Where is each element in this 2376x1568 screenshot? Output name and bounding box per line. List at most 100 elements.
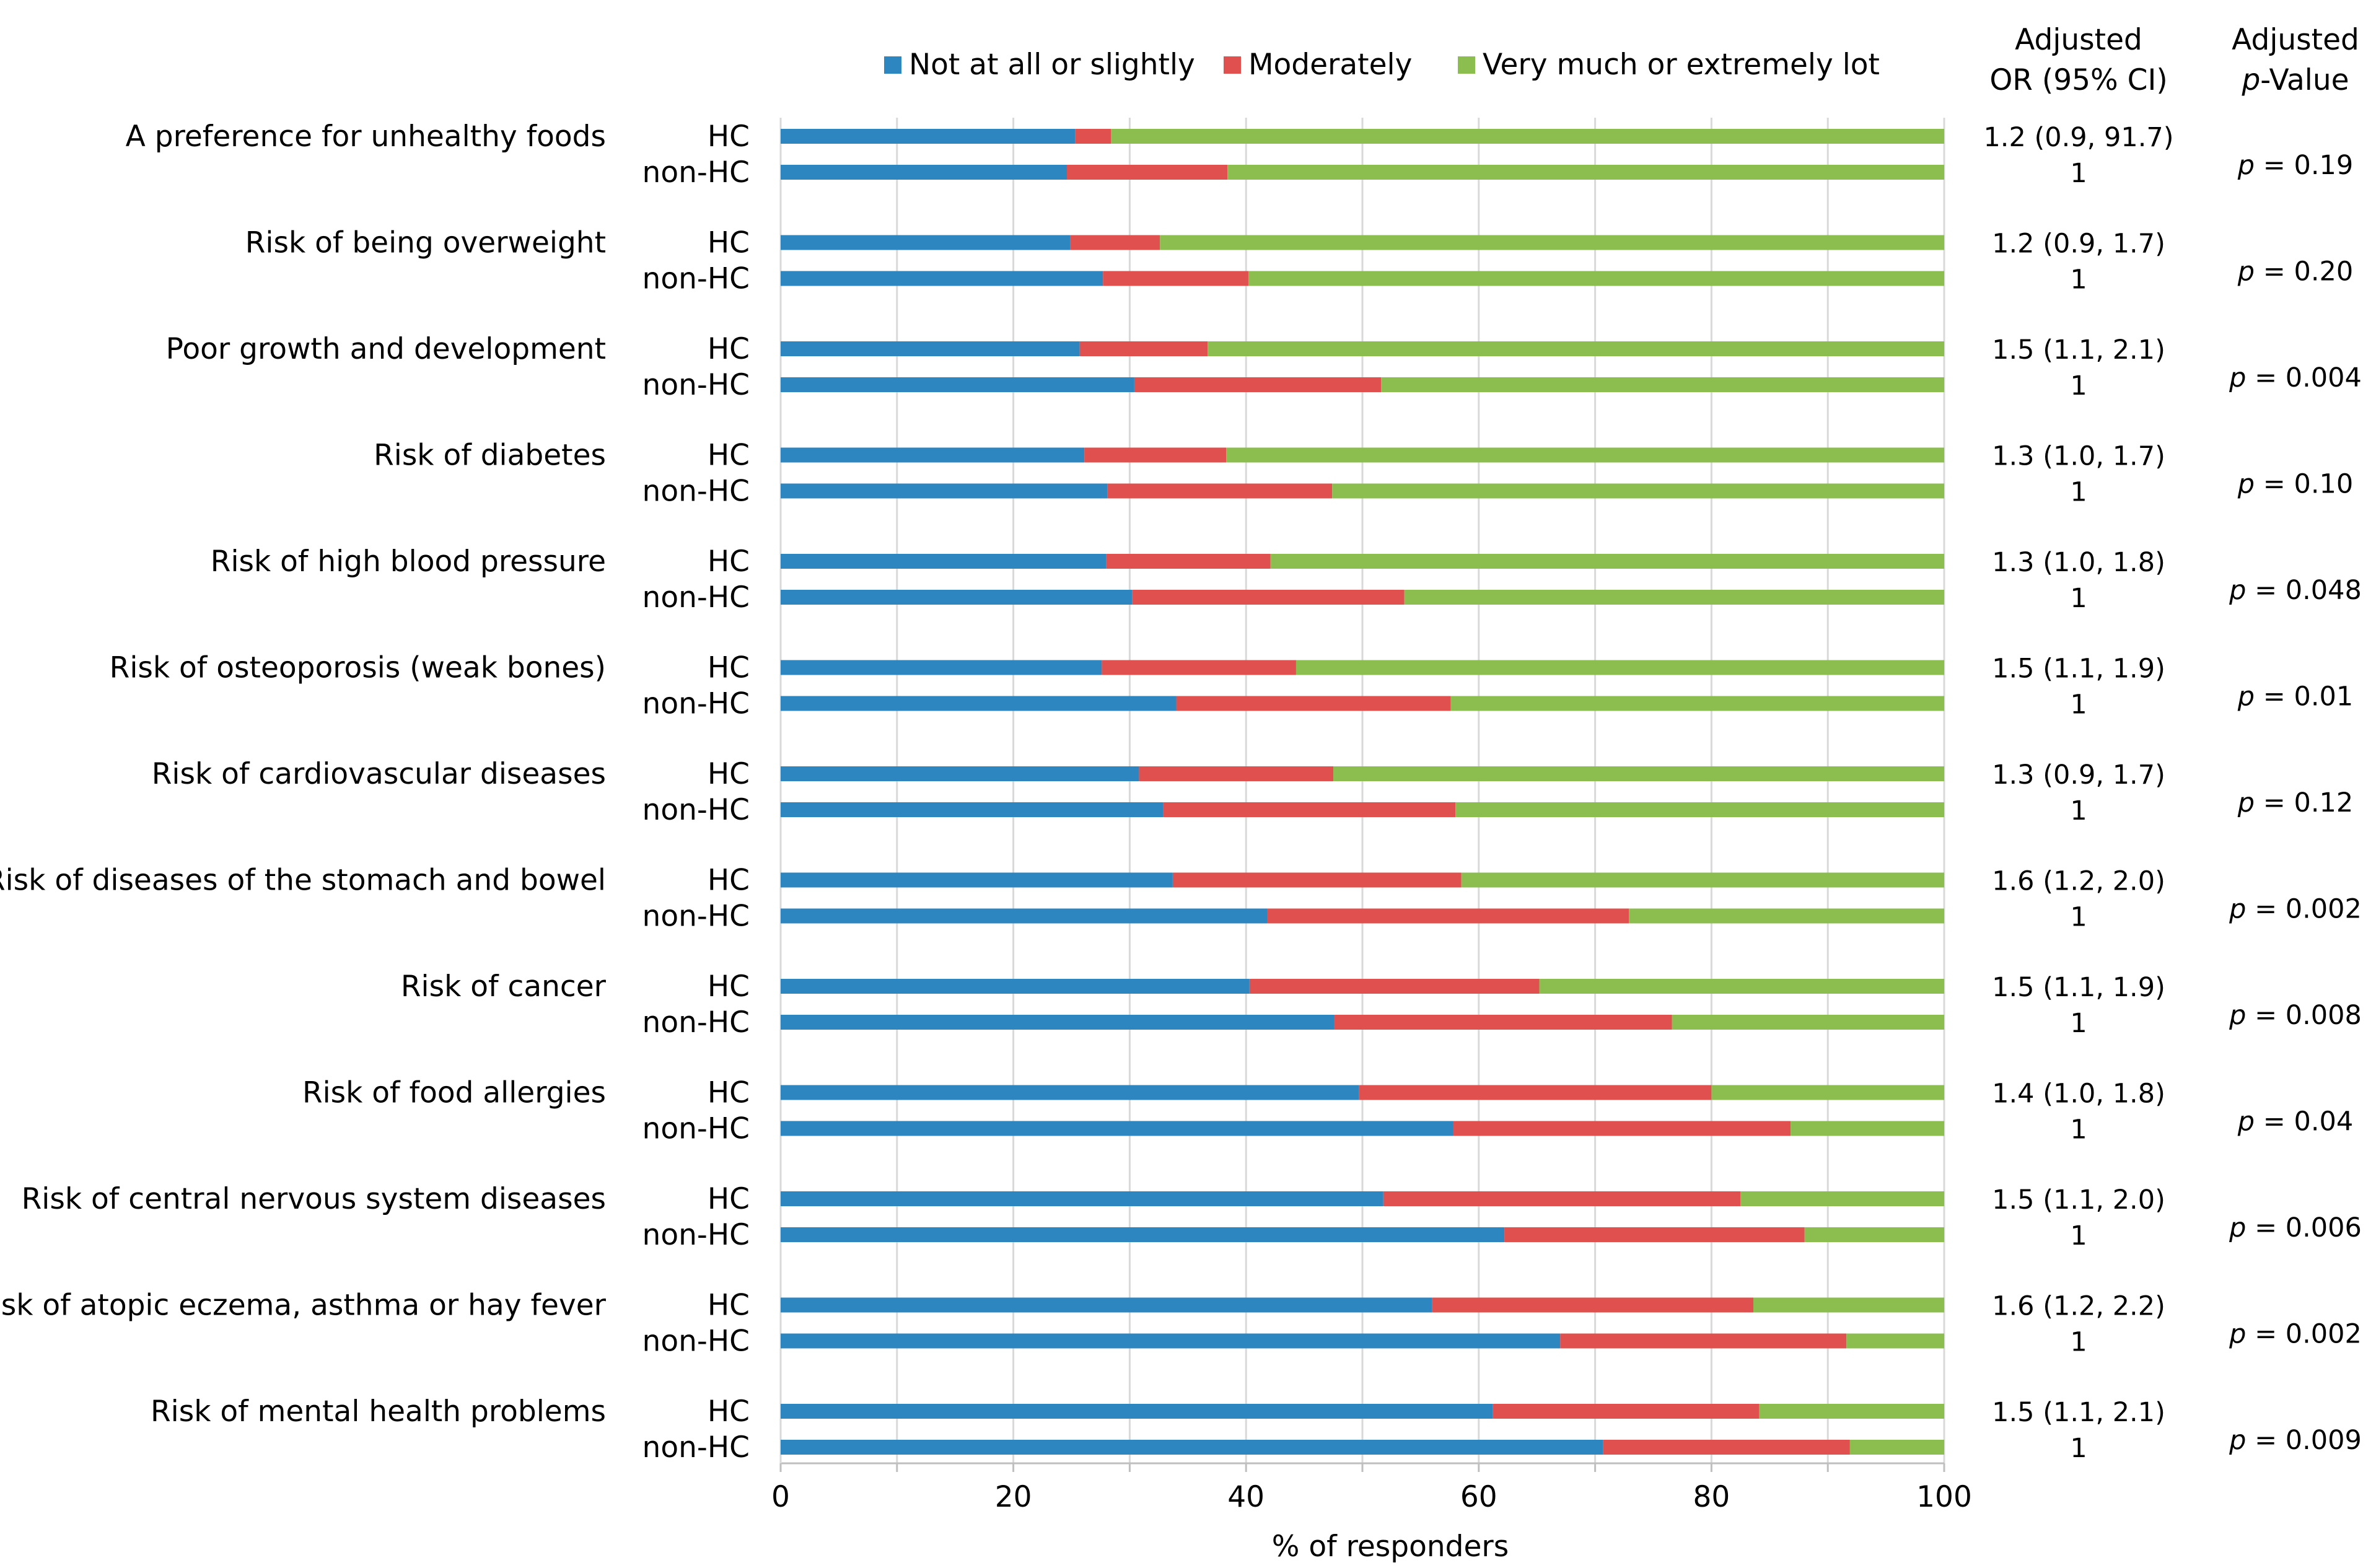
bar-segment-nonhc-very-much (1227, 165, 1944, 180)
bar-segment-nonhc-not-at-all (781, 802, 1164, 817)
or-header-line1: Adjusted (2015, 23, 2142, 57)
p-value: p = 0.002 (2229, 1319, 2362, 1350)
x-tick-label: 0 (771, 1480, 790, 1514)
bar-segment-nonhc-very-much (1381, 377, 1944, 392)
or-value-nonhc: 1 (2070, 370, 2087, 401)
bar-segment-hc-not-at-all (781, 1085, 1359, 1100)
or-value-nonhc: 1 (2070, 1433, 2087, 1464)
bar-segment-nonhc-moderately (1267, 908, 1629, 924)
group-label-hc: HC (708, 1076, 750, 1110)
category-label: Risk of osteoporosis (weak bones) (110, 651, 606, 685)
or-value-hc: 1.2 (0.9, 91.7) (1983, 122, 2173, 153)
group-label-nonhc: non-HC (642, 155, 750, 190)
or-value-hc: 1.6 (1.2, 2.0) (1992, 866, 2165, 897)
bar-segment-hc-not-at-all (781, 979, 1250, 994)
group-label-nonhc: non-HC (642, 1218, 750, 1252)
legend-swatch (1224, 56, 1241, 74)
bar-segment-hc-very-much (1270, 554, 1944, 569)
bar-segment-hc-very-much (1753, 1297, 1944, 1313)
group-label-nonhc: non-HC (642, 368, 750, 402)
group-label-nonhc: non-HC (642, 1325, 750, 1359)
p-header-line1: Adjusted (2232, 23, 2359, 57)
p-value: p = 0.008 (2229, 1000, 2362, 1031)
bar-segment-hc-moderately (1084, 447, 1227, 463)
or-value-nonhc: 1 (2070, 795, 2087, 826)
bar-segment-nonhc-not-at-all (781, 165, 1067, 180)
or-value-nonhc: 1 (2070, 1008, 2087, 1039)
or-header-line2: OR (95% CI) (1989, 63, 2167, 97)
or-value-hc: 1.3 (0.9, 1.7) (1992, 760, 2165, 791)
or-value-nonhc: 1 (2070, 477, 2087, 508)
bar-segment-hc-moderately (1139, 766, 1334, 781)
category-label: Risk of atopic eczema, asthma or hay fev… (0, 1289, 607, 1323)
p-value: p = 0.048 (2229, 575, 2362, 606)
bar-segment-nonhc-moderately (1453, 1121, 1791, 1136)
group-label-nonhc: non-HC (642, 475, 750, 509)
group-label-hc: HC (708, 332, 750, 366)
bar-segment-hc-moderately (1106, 554, 1271, 569)
bar-segment-hc-very-much (1111, 129, 1944, 144)
category-label: Risk of food allergies (302, 1076, 606, 1110)
bar-segment-hc-moderately (1383, 1191, 1741, 1206)
bar-segment-nonhc-moderately (1163, 802, 1456, 817)
category-label: Risk of cancer (401, 970, 607, 1004)
category-group: Risk of central nervous system diseases H… (22, 1182, 2362, 1252)
p-value: p = 0.006 (2229, 1212, 2362, 1243)
bar-segment-hc-very-much (1226, 447, 1944, 463)
bar-segment-nonhc-moderately (1334, 1015, 1672, 1030)
p-value: p = 0.002 (2229, 894, 2362, 925)
group-label-nonhc: non-HC (642, 1430, 750, 1465)
p-value: p = 0.12 (2237, 787, 2353, 818)
or-value-nonhc: 1 (2070, 1115, 2087, 1145)
bar-segment-nonhc-not-at-all (781, 908, 1268, 924)
bar-segment-hc-moderately (1070, 235, 1160, 250)
or-value-hc: 1.6 (1.2, 2.2) (1992, 1291, 2165, 1322)
bar-segment-nonhc-very-much (1791, 1121, 1944, 1136)
bar-segment-hc-not-at-all (781, 1297, 1432, 1313)
category-label: Risk of cardiovascular diseases (152, 757, 606, 791)
bar-segment-hc-very-much (1160, 235, 1944, 250)
bar-segment-nonhc-very-much (1404, 590, 1944, 605)
bar-segment-nonhc-moderately (1603, 1440, 1850, 1455)
group-label-hc: HC (708, 120, 750, 154)
legend-label: Very much or extremely lot (1483, 48, 1880, 82)
bar-segment-hc-moderately (1075, 129, 1111, 144)
group-label-hc: HC (708, 1395, 750, 1429)
category-group: A preference for unhealthy foods HCnon-HC… (126, 120, 2354, 190)
bar-segment-nonhc-not-at-all (781, 377, 1134, 392)
group-label-hc: HC (708, 439, 750, 473)
category-label: Risk of diseases of the stomach and bowe… (0, 864, 606, 898)
bar-segment-nonhc-very-much (1846, 1333, 1944, 1349)
bar-segment-hc-not-at-all (781, 235, 1071, 250)
bar-segment-hc-moderately (1249, 979, 1540, 994)
or-value-nonhc: 1 (2070, 902, 2087, 933)
bar-segment-nonhc-very-much (1455, 802, 1944, 817)
bar-segment-hc-very-much (1539, 979, 1944, 994)
bar-segment-nonhc-very-much (1450, 696, 1944, 711)
bar-segment-nonhc-moderately (1132, 590, 1405, 605)
bar-segment-hc-very-much (1333, 766, 1944, 781)
group-label-nonhc: non-HC (642, 580, 750, 615)
category-label: Risk of mental health problems (151, 1395, 606, 1429)
category-label: Risk of high blood pressure (211, 545, 606, 579)
group-label-nonhc: non-HC (642, 262, 750, 296)
group-label-hc: HC (708, 651, 750, 685)
category-group: Risk of diseases of the stomach and bowe… (0, 864, 2362, 934)
bar-segment-hc-not-at-all (781, 872, 1173, 888)
p-value: p = 0.10 (2237, 469, 2353, 500)
bar-segment-hc-not-at-all (781, 447, 1085, 463)
bar-segment-nonhc-moderately (1107, 483, 1333, 499)
group-label-hc: HC (708, 226, 750, 260)
or-value-hc: 1.3 (1.0, 1.7) (1992, 441, 2165, 472)
bar-segment-hc-not-at-all (781, 341, 1080, 356)
group-label-hc: HC (708, 545, 750, 579)
bar-segment-hc-not-at-all (781, 1191, 1383, 1206)
bar-segment-hc-very-much (1740, 1191, 1944, 1206)
legend: Not at all or slightly Moderately Very muc… (884, 48, 1880, 82)
or-value-hc: 1.5 (1.1, 2.1) (1992, 1397, 2165, 1428)
